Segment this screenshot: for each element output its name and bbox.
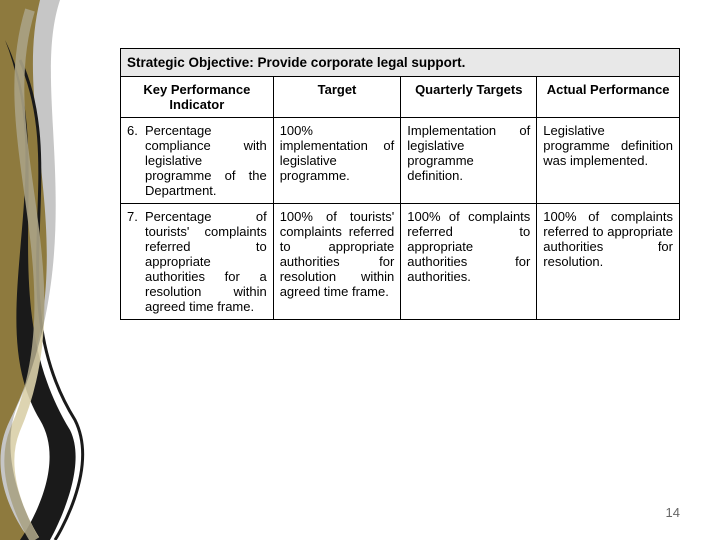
target-cell: 100% of tourists' complaints referred to… (273, 204, 401, 320)
decorative-swoosh (0, 0, 140, 540)
table-row: 6. Percentage compliance with legislativ… (121, 118, 680, 204)
objective-cell: Strategic Objective: Provide corporate l… (121, 49, 680, 77)
content-table-wrap: Strategic Objective: Provide corporate l… (120, 48, 680, 320)
header-kpi: Key Performance Indicator (121, 77, 274, 118)
row-number: 7. (127, 209, 145, 314)
target-cell: 100% implementation of legislative progr… (273, 118, 401, 204)
kpi-text: Percentage compliance with legislative p… (145, 123, 267, 198)
swoosh-svg (0, 0, 140, 540)
kpi-cell: 7. Percentage of tourists' complaints re… (121, 204, 274, 320)
header-quarterly: Quarterly Targets (401, 77, 537, 118)
actual-cell: 100% of complaints referred to appropria… (537, 204, 680, 320)
quarterly-cell: 100% of complaints referred to appropria… (401, 204, 537, 320)
header-row: Key Performance Indicator Target Quarter… (121, 77, 680, 118)
table-row: 7. Percentage of tourists' complaints re… (121, 204, 680, 320)
slide: Strategic Objective: Provide corporate l… (0, 0, 720, 540)
objective-row: Strategic Objective: Provide corporate l… (121, 49, 680, 77)
header-actual: Actual Performance (537, 77, 680, 118)
page-number: 14 (666, 505, 680, 520)
kpi-cell: 6. Percentage compliance with legislativ… (121, 118, 274, 204)
kpi-text: Percentage of tourists' complaints refer… (145, 209, 267, 314)
performance-table: Strategic Objective: Provide corporate l… (120, 48, 680, 320)
quarterly-cell: Implementation of legislative programme … (401, 118, 537, 204)
header-target: Target (273, 77, 401, 118)
actual-cell: Legislative programme definition was imp… (537, 118, 680, 204)
row-number: 6. (127, 123, 145, 198)
